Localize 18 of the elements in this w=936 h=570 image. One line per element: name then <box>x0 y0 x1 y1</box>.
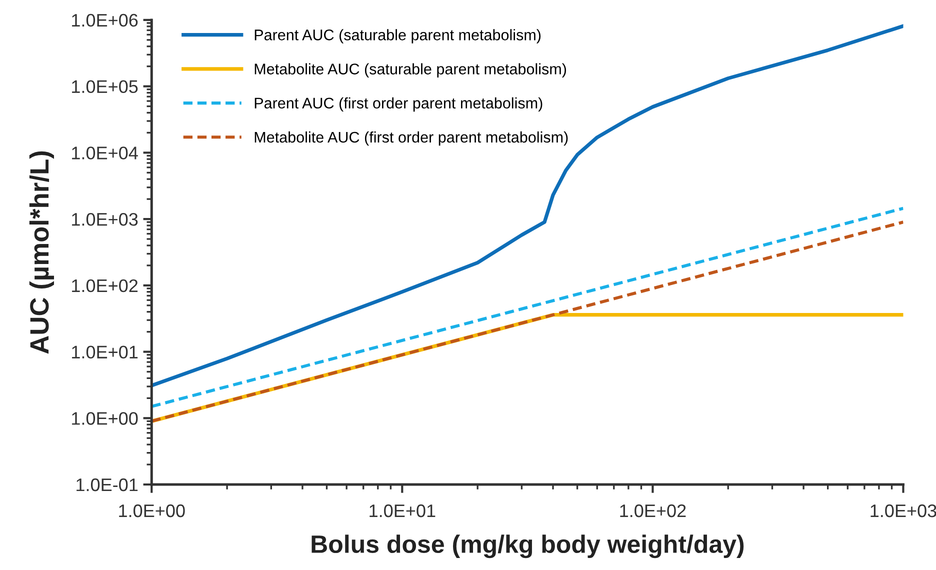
legend-label: Metabolite AUC (saturable parent metabolism) <box>254 63 566 78</box>
legend-label: Metabolite AUC (first order parent metabolism) <box>254 131 568 146</box>
y-axis-title: AUC (µmol*hr/L) <box>29 151 54 354</box>
x-tick-label: 1.0E+01 <box>370 504 436 518</box>
y-tick-label: 1.0E+02 <box>72 279 138 292</box>
x-tick-label: 1.0E+03 <box>870 504 936 518</box>
y-tick-label: 1.0E+04 <box>72 146 138 160</box>
x-tick-label: 1.0E+02 <box>620 504 686 518</box>
y-tick-label: 1.0E+05 <box>72 80 138 94</box>
x-tick-label: 1.0E+00 <box>119 504 185 518</box>
y-tick-label: 1.0E+06 <box>72 14 138 27</box>
y-tick-label: 1.0E+01 <box>72 346 138 358</box>
legend-label: Parent AUC (saturable parent metabolism) <box>254 29 541 44</box>
x-axis-title: Bolus dose (mg/kg body weight/day) <box>312 534 744 558</box>
y-tick-label: 1.0E-01 <box>76 478 138 492</box>
y-tick-label: 1.0E+03 <box>72 212 138 226</box>
y-tick-label: 1.0E+00 <box>72 412 138 425</box>
legend-label: Parent AUC (first order parent metabolism) <box>254 97 542 112</box>
